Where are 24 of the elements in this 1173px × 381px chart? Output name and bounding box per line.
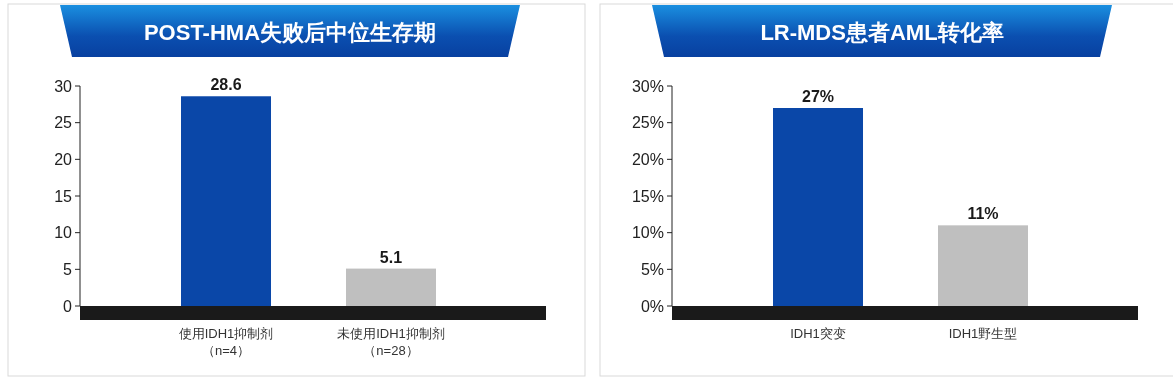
y-tick-label: 20 bbox=[54, 150, 73, 168]
data-label: 28.6 bbox=[210, 76, 242, 94]
y-tick-label: 15 bbox=[54, 187, 73, 205]
x-tick-label: IDH1突变 bbox=[790, 326, 846, 341]
y-tick-label: 30% bbox=[631, 77, 664, 95]
y-tick-label: 15% bbox=[631, 187, 664, 205]
chart-title: LR-MDS患者AML转化率 bbox=[760, 20, 1004, 45]
y-tick-label: 10% bbox=[631, 224, 664, 242]
y-tick-label: 25 bbox=[54, 114, 73, 132]
y-tick-label: 10 bbox=[54, 224, 73, 242]
y-tick-label: 5% bbox=[640, 260, 664, 278]
x-tick-label: 未使用IDH1抑制剂（n=28） bbox=[337, 326, 445, 358]
y-tick-label: 0% bbox=[640, 297, 664, 315]
y-tick-label: 25% bbox=[631, 114, 664, 132]
x-tick-label: IDH1野生型 bbox=[948, 326, 1018, 341]
data-label: 27% bbox=[801, 88, 835, 105]
data-label: 11% bbox=[967, 205, 999, 223]
chart-title: POST-HMA失败后中位生存期 bbox=[143, 20, 437, 45]
y-tick-label: 20% bbox=[631, 150, 664, 168]
y-tick-label: 0 bbox=[63, 297, 73, 315]
data-label: 5.1 bbox=[379, 248, 403, 266]
x-tick-label: 使用IDH1抑制剂（n=4） bbox=[178, 326, 274, 358]
y-tick-label: 5 bbox=[63, 260, 73, 278]
y-tick-label: 30 bbox=[54, 77, 73, 95]
